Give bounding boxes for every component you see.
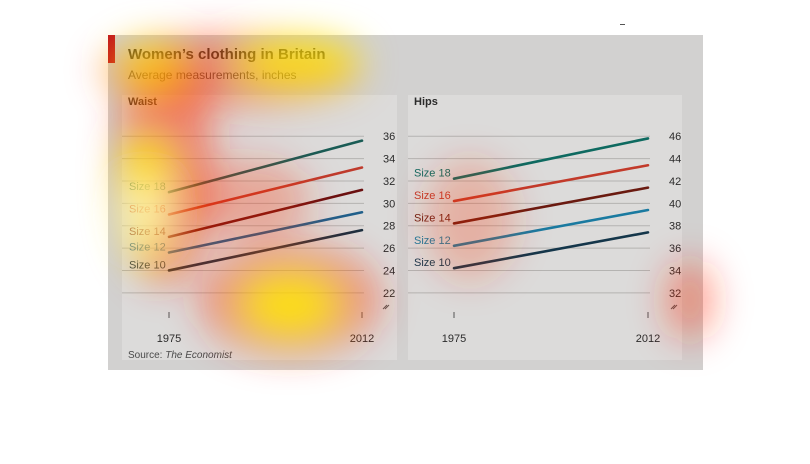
series-label: Size 16 <box>414 190 451 202</box>
y-tick-label: 30 <box>383 198 395 210</box>
series-label: Size 10 <box>129 259 166 271</box>
axis-break-icon <box>382 304 390 310</box>
y-tick-label: 32 <box>383 176 395 188</box>
charts-svg: Waist 22 24 26 28 30 32 34 36 1975 2012 Size 18 Size… <box>122 95 682 360</box>
x-tick-label: 2012 <box>636 333 660 345</box>
series-label: Size 14 <box>129 226 166 238</box>
chart-panel-waist: Waist 22 24 26 28 30 32 34 36 1975 2012 Size 18 Size… <box>122 95 397 360</box>
plot-area <box>408 95 682 360</box>
stray-mark <box>620 24 625 25</box>
y-tick-label: 34 <box>669 265 681 277</box>
panel-title: Hips <box>414 96 438 108</box>
y-tick-label: 40 <box>669 198 681 210</box>
series-label: Size 12 <box>129 242 166 254</box>
y-tick-label: 24 <box>383 265 395 277</box>
y-tick-label: 22 <box>383 288 395 300</box>
x-tick-label: 2012 <box>350 333 374 345</box>
x-tick-label: 1975 <box>157 333 181 345</box>
series-label: Size 16 <box>129 204 166 216</box>
y-tick-label: 36 <box>383 131 395 143</box>
series-label: Size 14 <box>414 212 451 224</box>
source-prefix: Source: <box>128 350 166 361</box>
series-label: Size 18 <box>129 181 166 193</box>
panel-title: Waist <box>128 96 157 108</box>
series-label: Size 18 <box>414 168 451 180</box>
y-tick-label: 28 <box>383 221 395 233</box>
y-tick-label: 26 <box>383 243 395 255</box>
chart-figure: Women’s clothing in Britain Average meas… <box>108 35 703 370</box>
y-tick-label: 42 <box>669 176 681 188</box>
series-label: Size 12 <box>414 235 451 247</box>
x-tick-label: 1975 <box>442 333 466 345</box>
y-tick-label: 34 <box>383 154 395 166</box>
y-tick-label: 32 <box>669 288 681 300</box>
y-tick-label: 38 <box>669 221 681 233</box>
chart-source: Source: The Economist <box>128 350 232 361</box>
y-tick-label: 44 <box>669 154 681 166</box>
y-tick-label: 36 <box>669 243 681 255</box>
series-label: Size 10 <box>414 257 451 269</box>
source-name: The Economist <box>165 350 232 361</box>
y-tick-label: 46 <box>669 131 681 143</box>
chart-panel-hips: Hips 32 34 36 38 40 42 44 46 1975 2012 Size 18 Size … <box>408 95 682 360</box>
